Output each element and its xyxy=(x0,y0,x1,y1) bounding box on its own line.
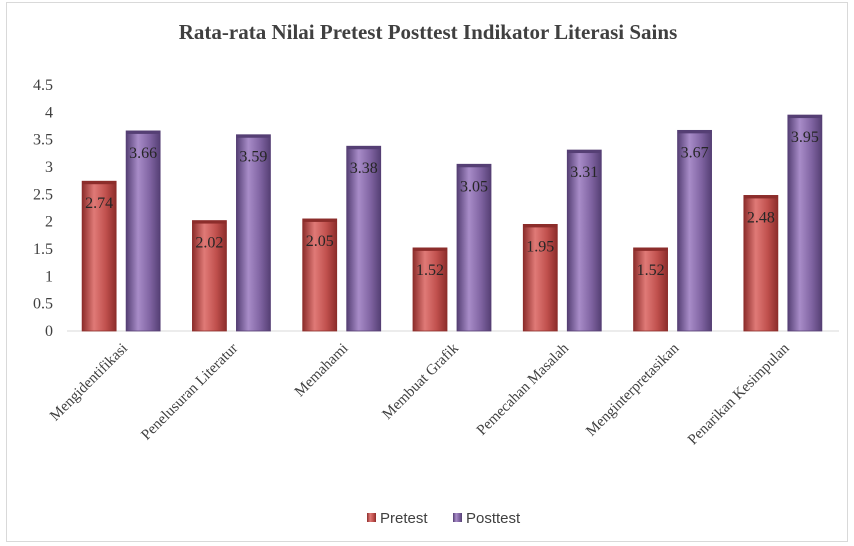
y-tick-label: 3.5 xyxy=(33,132,53,149)
bar-top-posttest xyxy=(346,146,381,150)
category-label: Menginterpretasikan xyxy=(583,340,682,439)
bar-posttest xyxy=(787,114,823,332)
bar-chart: Rata-rata Nilai Pretest Posttest Indikat… xyxy=(33,20,839,527)
bar-posttest xyxy=(346,145,382,332)
legend-swatch-posttest xyxy=(453,513,462,522)
data-labels: 2.74 3.66 2.02 3.59 2.05 3.38 1.52 3.05 1.95 3.31… xyxy=(85,129,819,279)
y-tick-label: 1.5 xyxy=(33,241,53,258)
data-label-pretest: 1.95 xyxy=(526,238,554,255)
bar-top-posttest xyxy=(567,150,602,154)
y-tick-label: 2.5 xyxy=(33,186,53,203)
bar-pretest xyxy=(81,180,117,332)
y-tick-label: 2 xyxy=(45,214,53,231)
y-tick-label: 0.5 xyxy=(33,296,53,313)
data-label-posttest: 3.95 xyxy=(791,129,819,146)
data-label-posttest: 3.66 xyxy=(129,145,157,162)
data-label-pretest: 1.52 xyxy=(637,262,665,279)
y-tick-label: 3 xyxy=(45,159,53,176)
data-label-pretest: 2.02 xyxy=(195,235,223,252)
category-label: Pemecahan Masalah xyxy=(474,340,573,439)
data-label-posttest: 3.59 xyxy=(239,149,267,166)
legend-swatch-pretest xyxy=(367,513,376,522)
y-tick-label: 4 xyxy=(45,104,53,121)
bar-posttest xyxy=(125,130,161,332)
data-label-posttest: 3.67 xyxy=(681,144,709,161)
category-labels: Mengidentifikasi Penelusuran Literatur Mem… xyxy=(47,340,793,448)
bar-top-pretest xyxy=(633,247,668,251)
y-tick-label: 1 xyxy=(45,268,53,285)
data-label-pretest: 2.05 xyxy=(306,233,334,250)
legend-label-pretest: Pretest xyxy=(380,510,428,527)
bar-top-posttest xyxy=(787,115,822,119)
bar-pretest xyxy=(633,247,668,332)
chart-frame: Rata-rata Nilai Pretest Posttest Indikat… xyxy=(6,2,848,542)
category-label: Penelusuran Literatur xyxy=(138,341,241,444)
bar-pretest xyxy=(412,247,448,332)
data-label-pretest: 2.74 xyxy=(85,195,113,212)
bar-posttest xyxy=(236,134,271,332)
category-label: Memahami xyxy=(292,341,352,401)
bar-posttest xyxy=(677,129,712,332)
data-label-pretest: 2.48 xyxy=(747,209,775,226)
bar-top-posttest xyxy=(677,130,712,134)
legend: Pretest Posttest xyxy=(367,510,521,527)
bar-pretest xyxy=(302,218,338,332)
chart-title: Rata-rata Nilai Pretest Posttest Indikat… xyxy=(179,20,678,44)
data-label-posttest: 3.31 xyxy=(570,164,598,181)
data-label-pretest: 1.52 xyxy=(416,262,444,279)
category-label: Mengidentifikasi xyxy=(47,341,131,425)
y-axis-ticks: 0 0.5 1 1.5 2 2.5 3 3.5 4 4.5 xyxy=(33,77,53,340)
bar-top-pretest xyxy=(523,224,558,228)
y-tick-label: 4.5 xyxy=(33,77,53,94)
data-label-posttest: 3.05 xyxy=(460,178,488,195)
bar-top-pretest xyxy=(743,195,778,199)
data-label-posttest: 3.38 xyxy=(350,160,378,177)
bar-pretest xyxy=(522,223,558,332)
bar-top-posttest xyxy=(236,134,271,138)
category-label: Membuat Grafik xyxy=(380,340,463,423)
bar-top-pretest xyxy=(82,181,117,185)
bar-top-posttest xyxy=(457,164,491,168)
bar-posttest xyxy=(566,149,602,332)
bar-top-pretest xyxy=(413,247,447,251)
bar-top-pretest xyxy=(192,220,227,224)
bar-pretest xyxy=(743,195,779,332)
y-tick-label: 0 xyxy=(45,323,53,340)
bar-top-posttest xyxy=(126,130,161,134)
legend-label-posttest: Posttest xyxy=(466,510,521,527)
bars xyxy=(81,114,823,332)
bar-posttest xyxy=(456,163,492,332)
category-label: Penarikan Kesimpulan xyxy=(685,340,793,448)
bar-top-pretest xyxy=(302,218,337,222)
